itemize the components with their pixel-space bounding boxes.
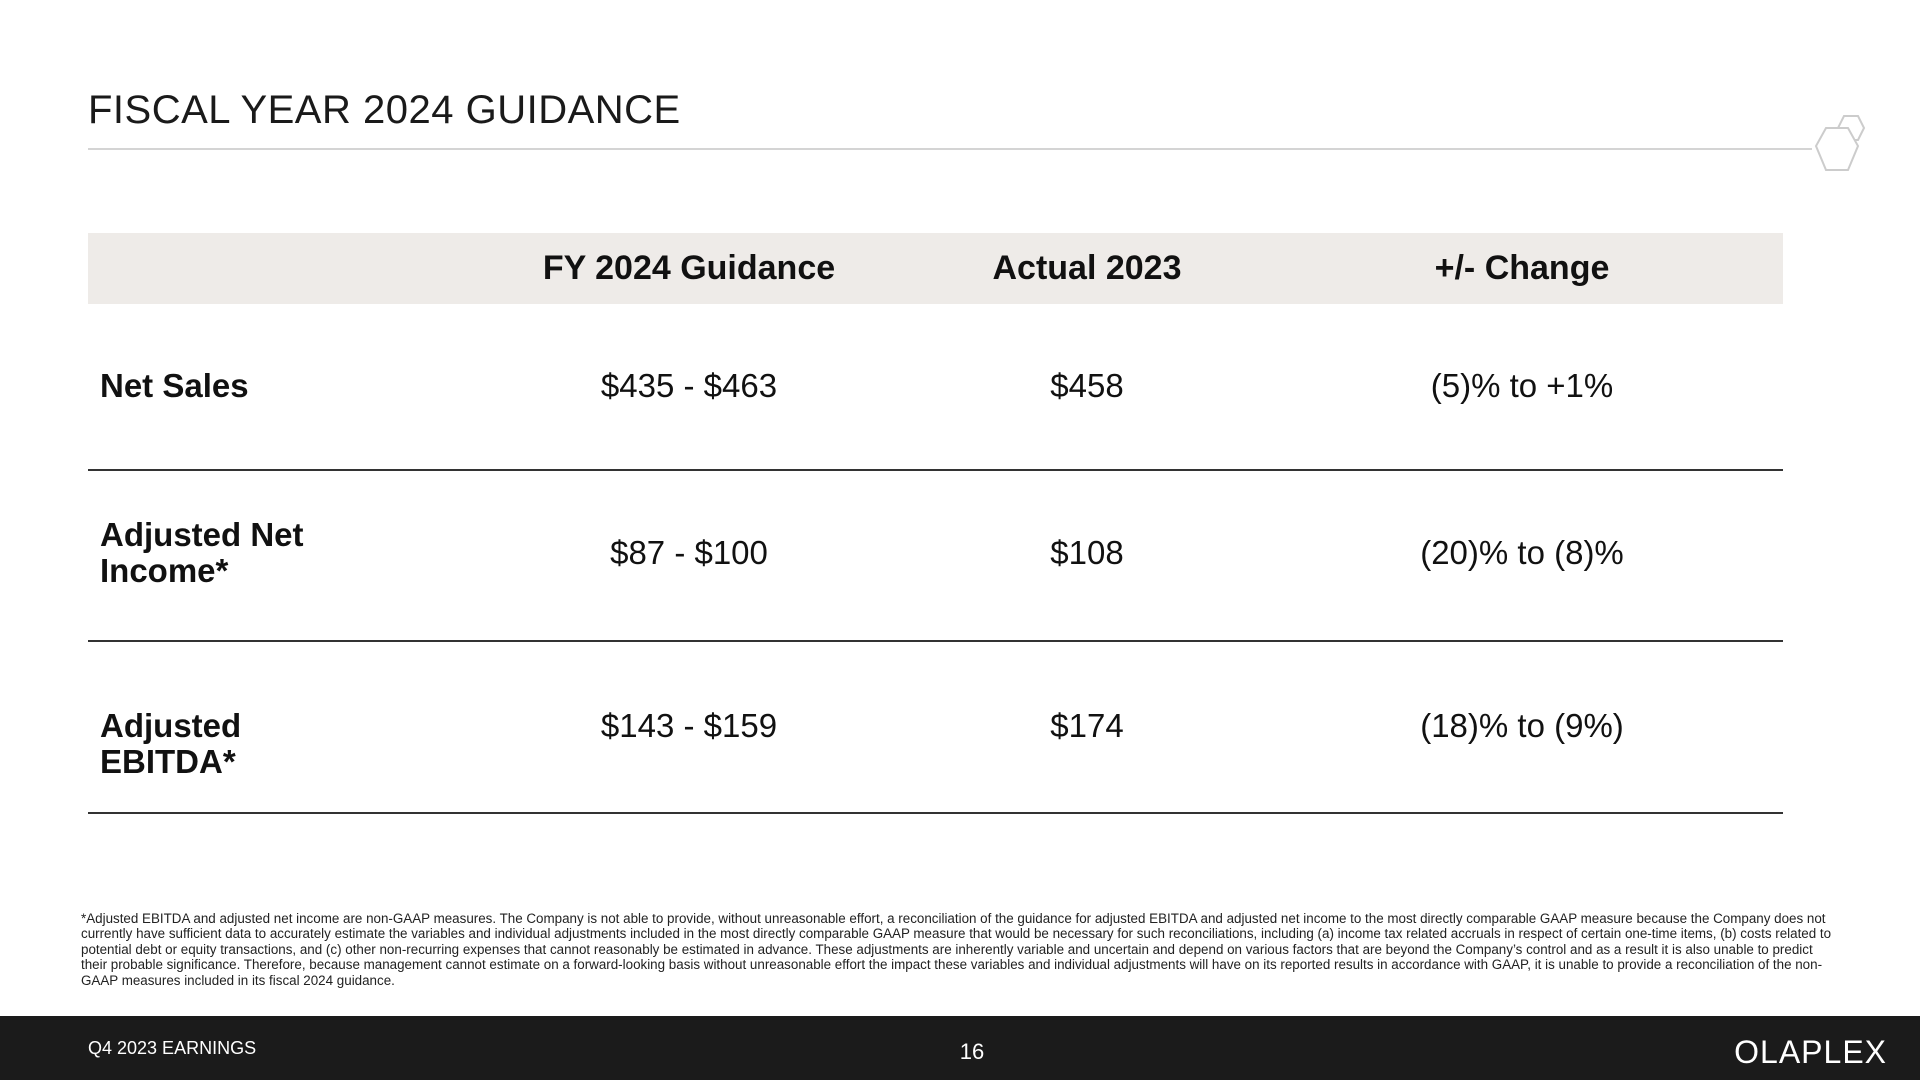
table-cell: $435 - $463 bbox=[600, 367, 778, 404]
table-cell: (20)% to (8)% bbox=[1420, 534, 1624, 571]
table-cell: $143 - $159 bbox=[600, 707, 778, 744]
table-cell: (18)% to (9%) bbox=[1420, 707, 1624, 744]
row-separator bbox=[88, 469, 1783, 471]
column-header: +/- Change bbox=[1434, 249, 1610, 287]
page-number: 16 bbox=[959, 1039, 985, 1064]
footer bbox=[0, 1016, 1920, 1080]
table-cell: $174 bbox=[1050, 707, 1124, 744]
row-separator bbox=[88, 812, 1783, 814]
row-label: Adjusted EBITDA* bbox=[100, 707, 242, 780]
column-header: FY 2024 Guidance bbox=[542, 249, 836, 287]
brand-logo: OLAPLEX bbox=[1734, 1034, 1887, 1070]
column-header: Actual 2023 bbox=[992, 249, 1182, 287]
footer-label: Q4 2023 EARNINGS bbox=[88, 1038, 257, 1058]
table-header bbox=[88, 233, 1783, 304]
row-label: Net Sales bbox=[100, 367, 249, 404]
table-cell: $108 bbox=[1050, 534, 1124, 571]
table-cell: (5)% to +1% bbox=[1430, 367, 1614, 404]
title-rule bbox=[88, 148, 1812, 150]
table-cell: $458 bbox=[1050, 367, 1124, 404]
footnote: *Adjusted EBITDA and adjusted net income… bbox=[81, 911, 1832, 988]
row-label: Adjusted Net Income* bbox=[100, 516, 304, 589]
hex-icon bbox=[1814, 115, 1866, 171]
row-separator bbox=[88, 640, 1783, 642]
table-cell: $87 - $100 bbox=[610, 534, 768, 571]
slide-title: FISCAL YEAR 2024 GUIDANCE bbox=[88, 88, 681, 132]
